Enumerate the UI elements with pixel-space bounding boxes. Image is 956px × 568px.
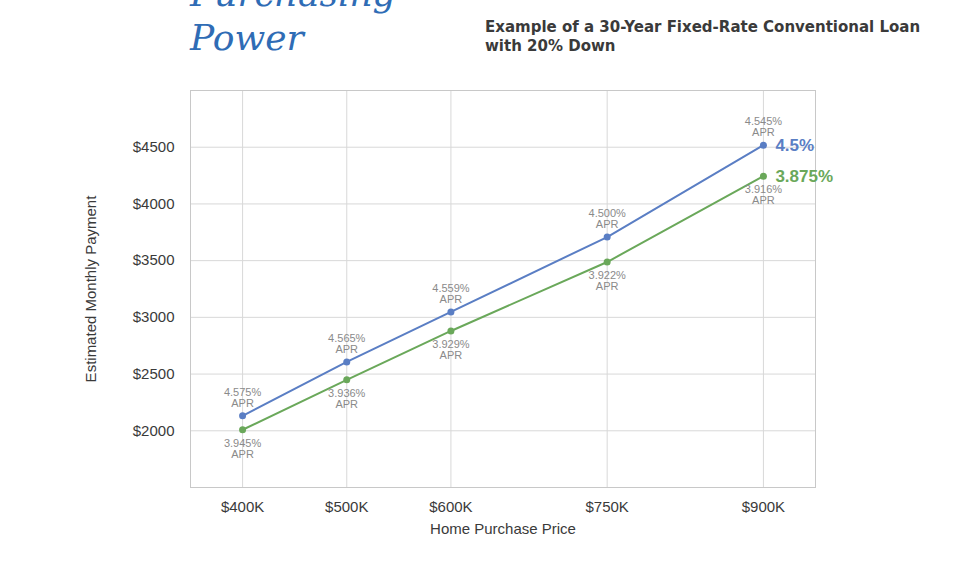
svg-text:4.575%APR: 4.575%APR — [224, 386, 262, 409]
svg-text:3.936%APR: 3.936%APR — [328, 387, 366, 410]
svg-text:$400K: $400K — [221, 498, 264, 515]
svg-text:$900K: $900K — [742, 498, 785, 515]
svg-text:3.916%APR: 3.916%APR — [745, 183, 783, 206]
svg-text:Home Purchase Price: Home Purchase Price — [430, 520, 576, 537]
svg-text:$4000: $4000 — [133, 195, 175, 212]
svg-text:4.565%APR: 4.565%APR — [328, 332, 366, 355]
svg-text:4.500%APR: 4.500%APR — [589, 207, 627, 230]
svg-text:Estimated Monthly Payment: Estimated Monthly Payment — [82, 195, 99, 383]
svg-text:$600K: $600K — [429, 498, 472, 515]
svg-text:4.5%: 4.5% — [775, 136, 814, 155]
svg-text:$3000: $3000 — [133, 308, 175, 325]
svg-text:$2000: $2000 — [133, 422, 175, 439]
svg-text:$3500: $3500 — [133, 251, 175, 268]
svg-text:3.929%APR: 3.929%APR — [432, 338, 470, 361]
svg-text:3.922%APR: 3.922%APR — [589, 269, 627, 292]
svg-text:3.945%APR: 3.945%APR — [224, 437, 262, 460]
svg-text:$750K: $750K — [585, 498, 628, 515]
html-text:4.545%: 4.545% — [744, 115, 783, 128]
html-text:APR: APR — [752, 126, 775, 139]
html-text:Example of a 30-Year Fixed-Rat: Example of a 30-Year Fixed-Rate Conventi… — [485, 18, 921, 55]
svg-text:4.559%APR: 4.559%APR — [432, 282, 470, 305]
svg-text:$2500: $2500 — [133, 365, 175, 382]
svg-text:$4500: $4500 — [133, 138, 175, 155]
svg-text:3.875%: 3.875% — [775, 167, 833, 186]
svg-text:$500K: $500K — [325, 498, 368, 515]
